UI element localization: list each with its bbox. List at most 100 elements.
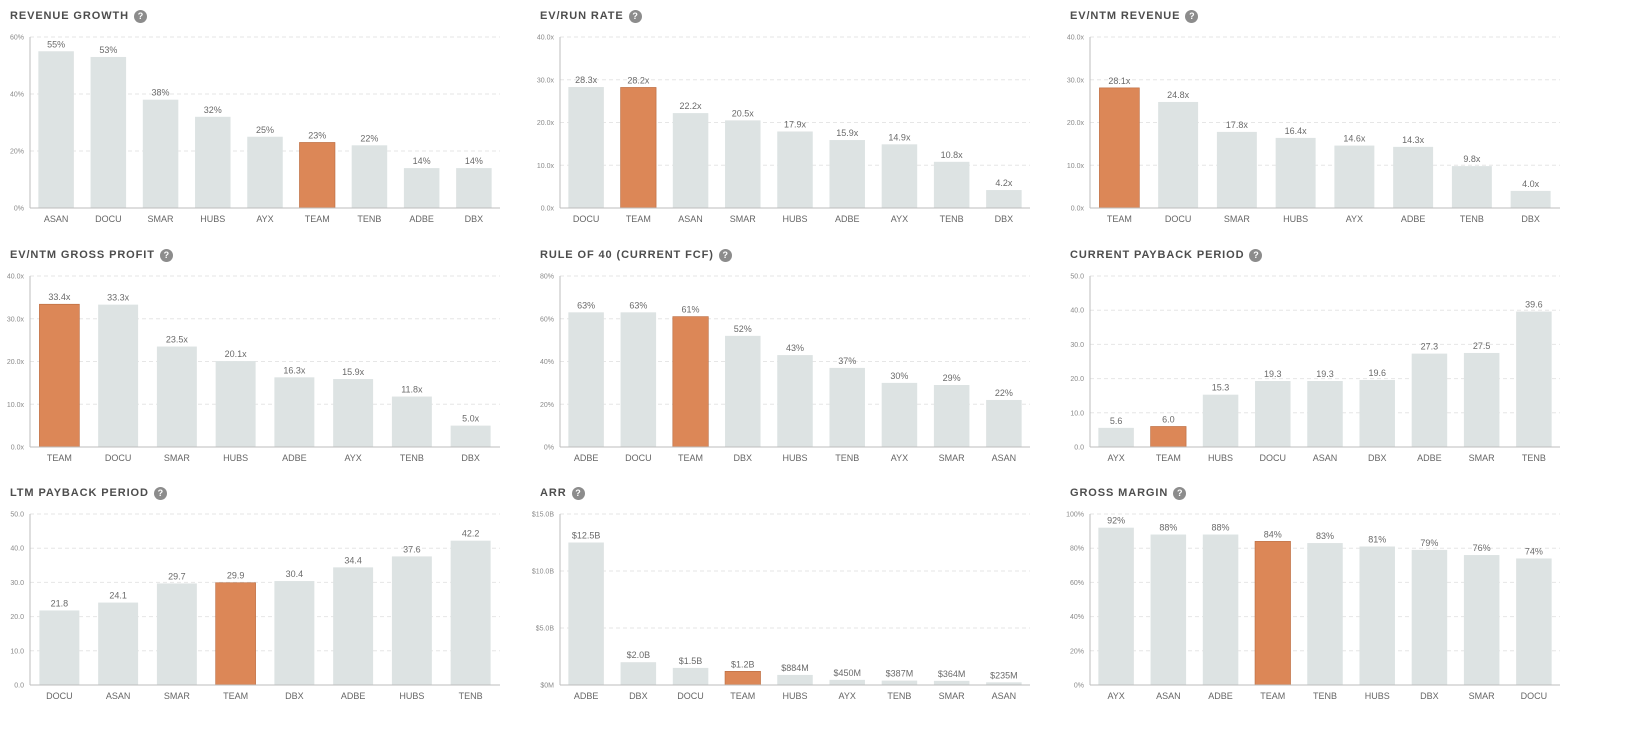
value-label: 39.6 [1525, 300, 1543, 310]
bar [1150, 534, 1187, 685]
value-label: 23% [308, 130, 326, 140]
bar-highlighted [724, 671, 761, 686]
bar [456, 168, 492, 208]
y-tick-label: $5.0B [536, 626, 555, 633]
help-icon[interactable]: ? [1249, 248, 1263, 262]
chart-panel-rule-of-40: 0% 20% 40% 60% 80% 63% ADBE 63% DOCU 61% TEAM 52% DB… [530, 239, 1060, 477]
bar-highlighted [215, 582, 256, 686]
bar [672, 113, 709, 208]
bar [568, 542, 604, 685]
y-tick-label: 0.0x [1071, 206, 1085, 213]
help-icon[interactable]: ? [1173, 486, 1187, 500]
value-label: 22% [995, 388, 1013, 398]
help-icon[interactable]: ? [153, 486, 167, 500]
y-tick-label: 10.0x [537, 163, 555, 170]
chart-title: GROSS MARGIN [1070, 487, 1169, 499]
chart-title: REVENUE GROWTH [10, 10, 129, 22]
bar [1202, 534, 1239, 685]
bar [450, 540, 491, 685]
value-label: 24.8x [1167, 90, 1190, 100]
value-label: 55% [47, 39, 65, 49]
chart-svg: 0% 20% 40% 60% 80% 100% 92% AYX 88% ASAN 88% ADBE 84… [1066, 512, 1560, 701]
value-label: 4.0x [1522, 179, 1540, 189]
chart-panel-arr: $0M $5.0B $10.0B $15.0B $12.5B ADBE $2.0B DBX $1… [530, 477, 1060, 715]
bar [933, 385, 970, 447]
value-label: 16.4x [1285, 126, 1308, 136]
value-label: 14.3x [1402, 135, 1425, 145]
value-label: $884M [781, 663, 809, 673]
help-icon[interactable]: ? [571, 486, 585, 500]
value-label: 14% [465, 156, 483, 166]
chart-header: EV/NTM REVENUE ? [1070, 8, 1199, 24]
y-tick-label: 0% [14, 206, 24, 213]
category-label: DOCU [105, 453, 132, 463]
category-label: TEAM [678, 453, 703, 463]
value-label: 76% [1473, 543, 1491, 553]
chart-panel-ev-ntm-gross-profit: 0.0x 10.0x 20.0x 30.0x 40.0x 33.4x TEAM 33.3x DO… [0, 239, 530, 477]
category-label: AYX [891, 214, 908, 224]
y-tick-label: 40% [540, 359, 554, 366]
bar [1334, 145, 1375, 208]
bar [90, 56, 127, 209]
value-label: 14.9x [888, 132, 911, 142]
category-label: DBX [285, 691, 304, 701]
category-label: HUBS [223, 453, 248, 463]
y-tick-label: 0.0x [541, 206, 555, 213]
y-tick-label: 30.0x [1067, 77, 1085, 84]
value-label: 20.1x [225, 349, 248, 359]
chart-panel-revenue-growth: 0% 20% 40% 60% 55% ASAN 53% DOCU 38% SMAR 32% HUBS 2… [0, 0, 530, 238]
bar [986, 190, 1022, 208]
value-label: 53% [99, 45, 117, 55]
y-tick-label: 30.0x [7, 316, 25, 323]
value-label: 83% [1316, 531, 1334, 541]
value-label: 43% [786, 343, 804, 353]
value-label: 10.8x [941, 150, 964, 160]
value-label: 19.3 [1316, 369, 1334, 379]
category-label: DOCU [1260, 453, 1287, 463]
bar [881, 382, 918, 447]
bar [1098, 427, 1134, 447]
bar [620, 662, 657, 685]
bar [1359, 379, 1395, 447]
value-label: 37% [838, 356, 856, 366]
category-label: AYX [1107, 453, 1124, 463]
y-tick-label: 10.0x [1067, 163, 1085, 170]
y-tick-label: 20.0 [10, 614, 24, 621]
y-tick-label: 40.0x [7, 274, 25, 281]
category-label: TENB [1460, 214, 1484, 224]
bar [568, 312, 604, 447]
help-icon[interactable]: ? [628, 9, 642, 23]
help-icon[interactable]: ? [1185, 9, 1199, 23]
bar [881, 144, 918, 208]
value-label: 24.1 [109, 591, 127, 601]
chart-svg: 0.0 10.0 20.0 30.0 40.0 50.0 21.8 DOCU 24.1 ASAN 2… [10, 512, 500, 701]
category-label: ADBE [835, 214, 860, 224]
help-icon[interactable]: ? [133, 9, 147, 23]
chart-svg: 0.0x 10.0x 20.0x 30.0x 40.0x 33.4x TEAM 33.3x DO… [7, 274, 500, 463]
y-tick-label: 20% [10, 149, 24, 156]
category-label: ASAN [106, 691, 131, 701]
value-label: $2.0B [627, 650, 651, 660]
bar-highlighted [1150, 426, 1187, 448]
value-label: 15.3 [1212, 383, 1230, 393]
help-icon[interactable]: ? [718, 248, 732, 262]
chart-panel-ltm-payback-period: 0.0 10.0 20.0 30.0 40.0 50.0 21.8 DOCU 24.1 ASAN 2… [0, 477, 530, 715]
chart-title: LTM PAYBACK PERIOD [10, 487, 149, 499]
y-tick-label: $15.0B [532, 512, 555, 519]
value-label: 5.6 [1110, 416, 1123, 426]
y-tick-label: 0.0 [1074, 445, 1084, 452]
category-label: TENB [940, 214, 964, 224]
help-icon[interactable]: ? [159, 248, 173, 262]
category-label: AYX [1346, 214, 1363, 224]
chart-title: EV/NTM REVENUE [1070, 10, 1181, 22]
category-label: ASAN [44, 214, 69, 224]
category-label: ASAN [678, 214, 703, 224]
value-label: 21.8 [51, 598, 69, 608]
value-label: 32% [204, 105, 222, 115]
value-label: $450M [833, 668, 861, 678]
chart-title: EV/NTM GROSS PROFIT [10, 249, 155, 261]
y-tick-label: 50.0 [10, 512, 24, 519]
category-label: HUBS [782, 453, 807, 463]
chart-header: ARR ? [540, 485, 585, 501]
chart-header: GROSS MARGIN ? [1070, 485, 1187, 501]
